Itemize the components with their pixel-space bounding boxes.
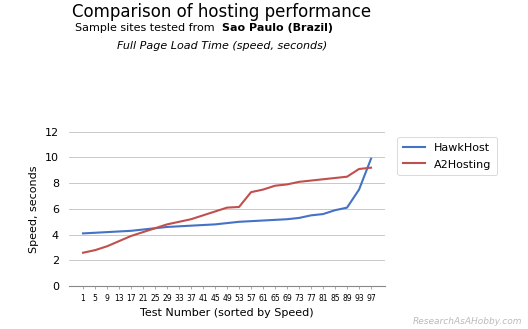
A2Hosting: [104, 244, 110, 248]
Text: Full Page Load Time (speed, seconds): Full Page Load Time (speed, seconds): [117, 41, 327, 51]
A2Hosting: [80, 251, 86, 255]
HawkHost: [356, 188, 362, 191]
X-axis label: Test Number (sorted by Speed): Test Number (sorted by Speed): [140, 308, 314, 318]
HawkHost: [140, 228, 146, 232]
A2Hosting: [368, 166, 374, 170]
A2Hosting: [284, 183, 290, 187]
A2Hosting: [260, 188, 266, 191]
A2Hosting: [332, 176, 338, 180]
HawkHost: [368, 157, 374, 161]
A2Hosting: [236, 205, 242, 209]
HawkHost: [308, 214, 314, 217]
A2Hosting: [308, 179, 314, 183]
HawkHost: [212, 222, 218, 226]
HawkHost: [296, 216, 302, 220]
A2Hosting: [152, 226, 158, 230]
Line: HawkHost: HawkHost: [83, 159, 371, 233]
HawkHost: [272, 218, 278, 222]
A2Hosting: [188, 217, 194, 221]
A2Hosting: [320, 177, 326, 181]
HawkHost: [260, 218, 266, 222]
HawkHost: [236, 220, 242, 224]
HawkHost: [344, 206, 350, 210]
A2Hosting: [248, 190, 254, 194]
HawkHost: [116, 230, 122, 234]
A2Hosting: [92, 248, 98, 252]
HawkHost: [200, 223, 206, 227]
HawkHost: [224, 221, 230, 225]
A2Hosting: [296, 180, 302, 184]
HawkHost: [332, 208, 338, 212]
A2Hosting: [116, 239, 122, 243]
HawkHost: [104, 230, 110, 234]
Text: Sao Paulo (Brazil): Sao Paulo (Brazil): [222, 23, 333, 33]
A2Hosting: [140, 230, 146, 234]
A2Hosting: [356, 167, 362, 171]
HawkHost: [248, 219, 254, 223]
HawkHost: [284, 217, 290, 221]
A2Hosting: [176, 220, 182, 224]
Legend: HawkHost, A2Hosting: HawkHost, A2Hosting: [398, 137, 497, 175]
HawkHost: [92, 231, 98, 235]
A2Hosting: [128, 234, 134, 238]
Text: Sample sites tested from: Sample sites tested from: [75, 23, 222, 33]
A2Hosting: [272, 184, 278, 188]
A2Hosting: [344, 175, 350, 179]
HawkHost: [176, 224, 182, 228]
Y-axis label: Speed, seconds: Speed, seconds: [29, 165, 39, 253]
HawkHost: [188, 224, 194, 228]
Text: Comparison of hosting performance: Comparison of hosting performance: [72, 3, 371, 21]
A2Hosting: [164, 222, 170, 226]
A2Hosting: [224, 206, 230, 210]
HawkHost: [320, 212, 326, 216]
A2Hosting: [212, 210, 218, 214]
Line: A2Hosting: A2Hosting: [83, 168, 371, 253]
HawkHost: [152, 226, 158, 230]
HawkHost: [128, 229, 134, 233]
A2Hosting: [200, 214, 206, 217]
HawkHost: [164, 225, 170, 229]
HawkHost: [80, 231, 86, 235]
Text: ResearchAsAHobby.com: ResearchAsAHobby.com: [413, 317, 523, 326]
